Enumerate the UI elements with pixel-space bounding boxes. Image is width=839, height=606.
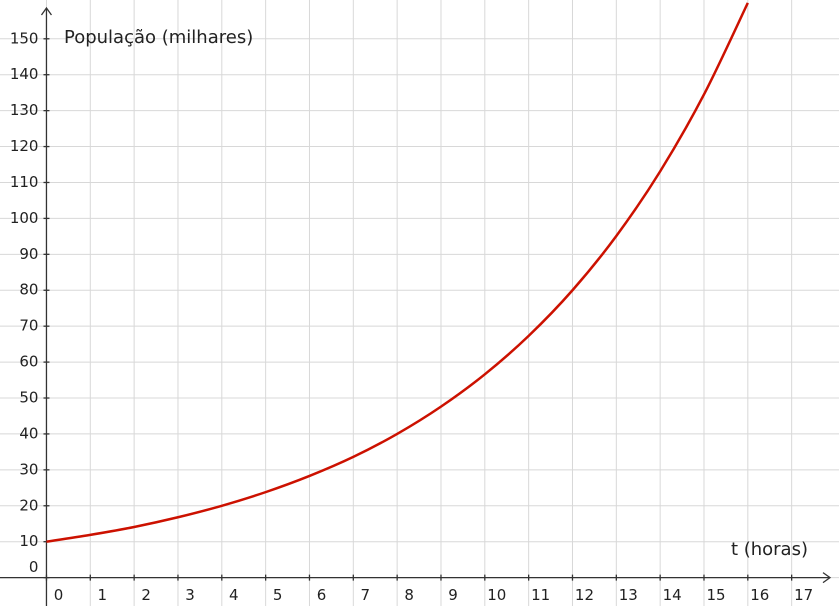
y-tick-label: 10 bbox=[19, 532, 38, 550]
x-tick-label: 3 bbox=[185, 586, 195, 604]
x-tick-label: 15 bbox=[706, 586, 725, 604]
y-tick-label: 130 bbox=[10, 101, 39, 119]
y-axis-arrow bbox=[40, 6, 52, 16]
y-tick-label: 150 bbox=[10, 29, 39, 47]
y-tick-label: 50 bbox=[19, 389, 38, 407]
y-tick-label: 40 bbox=[19, 424, 38, 442]
x-tick-label: 5 bbox=[273, 586, 283, 604]
x-tick-label: 11 bbox=[531, 586, 550, 604]
x-axis-label: t (horas) bbox=[731, 539, 808, 560]
y-tick-label: 60 bbox=[19, 353, 38, 371]
x-tick-label: 0 bbox=[54, 586, 64, 604]
x-tick-label: 6 bbox=[317, 586, 327, 604]
y-tick-label: 140 bbox=[10, 65, 39, 83]
x-tick-label: 2 bbox=[141, 586, 151, 604]
marks bbox=[46, 2, 749, 543]
y-tick-label: 120 bbox=[10, 137, 39, 155]
x-tick-label: 16 bbox=[750, 586, 769, 604]
x-tick-label: 14 bbox=[663, 586, 682, 604]
x-axis-arrow bbox=[822, 572, 832, 584]
x-tick-label: 10 bbox=[487, 586, 506, 604]
y-tick-label: 70 bbox=[19, 317, 38, 335]
axes bbox=[0, 6, 832, 606]
curve bbox=[46, 2, 749, 543]
y-tick-label: 20 bbox=[19, 496, 38, 514]
y-axis-label: População (milhares) bbox=[64, 27, 253, 48]
y-tick-label: 90 bbox=[19, 245, 38, 263]
y-tick-label: 100 bbox=[10, 209, 39, 227]
x-tick-label: 9 bbox=[448, 586, 458, 604]
y-tick-label: 30 bbox=[19, 460, 38, 478]
x-tick-label: 17 bbox=[794, 586, 813, 604]
x-tick-label: 4 bbox=[229, 586, 239, 604]
y-tick-label: 80 bbox=[19, 281, 38, 299]
x-tick-label: 1 bbox=[98, 586, 108, 604]
x-tick-label: 8 bbox=[404, 586, 414, 604]
y-tick-label: 110 bbox=[10, 173, 39, 191]
x-tick-label: 7 bbox=[361, 586, 371, 604]
x-tick-label: 12 bbox=[575, 586, 594, 604]
x-tick-label: 13 bbox=[619, 586, 638, 604]
y-tick-label: 0 bbox=[29, 558, 39, 576]
